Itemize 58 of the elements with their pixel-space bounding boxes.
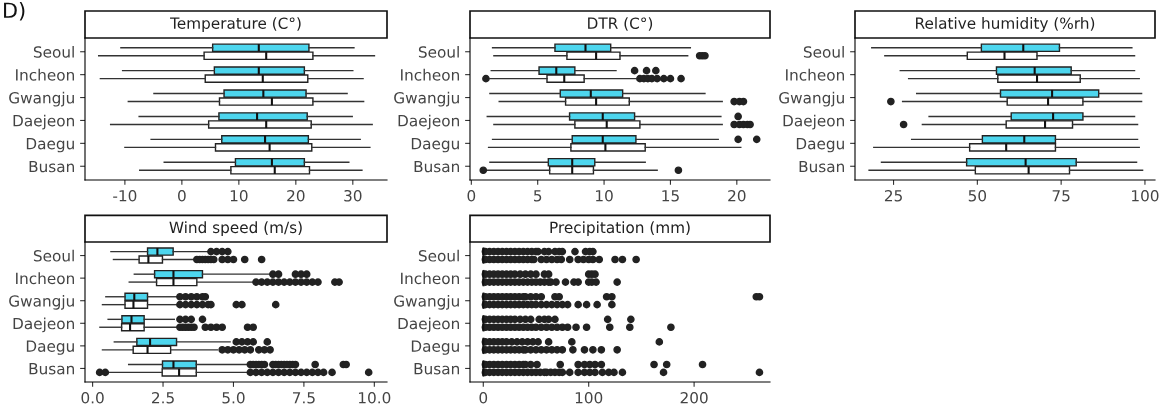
y-tick-label: Busan	[414, 160, 459, 173]
y-tick-label: Daejeon	[13, 317, 74, 333]
y-tick-label: Daegu	[796, 138, 844, 153]
y-tick-label: Gwangju	[9, 91, 74, 107]
y-tick-label: Seoul	[33, 45, 74, 58]
x-tick-label: 100	[575, 391, 603, 404]
chart-title: Wind speed (m/s)	[169, 221, 302, 237]
x-tick-label: 200	[680, 391, 708, 404]
text: D)	[4, 2, 25, 21]
y-tick-label: Seoul	[418, 45, 459, 58]
chart-title: DTR (C°)	[588, 17, 653, 31]
y-tick-label: Daejeon	[783, 114, 844, 130]
y-tick-label: Seoul	[803, 45, 844, 58]
y-tick-label: Daegu	[26, 340, 74, 355]
y-tick-label: Gwangju	[9, 294, 74, 310]
x-tick-label: 10	[230, 189, 248, 202]
x-tick-label: 15	[662, 190, 679, 202]
x-tick-label: 50	[968, 189, 987, 202]
x-tick-label: 0	[467, 189, 476, 202]
x-tick-label: 0.0	[81, 391, 104, 404]
y-tick-label: Seoul	[418, 249, 459, 262]
x-tick-label: 20	[728, 189, 746, 202]
x-tick-label: 5.0	[222, 391, 245, 404]
y-tick-label: Daejeon	[398, 114, 459, 130]
x-tick-label: 10.0	[358, 391, 391, 404]
y-tick-label: Busan	[29, 363, 74, 375]
x-tick-label: -10	[113, 189, 137, 202]
chart-title: Relative humidity (%rh)	[916, 17, 1095, 32]
y-tick-label: Daegu	[26, 138, 74, 153]
x-tick-label: 7.5	[293, 392, 315, 404]
x-tick-label: 0	[479, 391, 488, 404]
y-tick-label: Incheon	[786, 68, 844, 81]
y-tick-label: Gwangju	[394, 91, 459, 107]
x-tick-label: 10	[596, 189, 613, 202]
x-tick-label: 25	[884, 189, 902, 202]
y-tick-label: Busan	[414, 363, 459, 375]
chart-title: Temperature (C°)	[170, 17, 301, 32]
x-tick-label: 0	[178, 189, 186, 202]
x-tick-label: 5	[534, 190, 542, 202]
y-tick-label: Incheon	[16, 272, 74, 285]
y-tick-label: Gwangju	[779, 91, 844, 107]
y-tick-label: Busan	[29, 160, 74, 173]
y-tick-label: Busan	[799, 160, 844, 173]
y-tick-label: Incheon	[401, 272, 459, 285]
x-tick-label: 20	[287, 189, 305, 202]
x-tick-label: 2.5	[152, 391, 174, 404]
chart-title: Precipitation (mm)	[550, 221, 690, 237]
y-tick-label: Daejeon	[13, 114, 74, 130]
y-tick-label: Daegu	[411, 138, 459, 153]
y-tick-label: Seoul	[33, 249, 74, 262]
y-tick-label: Daegu	[411, 340, 459, 355]
x-tick-label: 100	[1132, 189, 1159, 202]
x-tick-label: 30	[344, 189, 362, 202]
y-tick-label: Incheon	[16, 68, 74, 81]
x-tick-label: 75	[1052, 190, 1070, 202]
y-tick-label: Gwangju	[394, 294, 459, 310]
y-tick-label: Daejeon	[398, 317, 459, 333]
y-tick-label: Incheon	[401, 68, 459, 81]
